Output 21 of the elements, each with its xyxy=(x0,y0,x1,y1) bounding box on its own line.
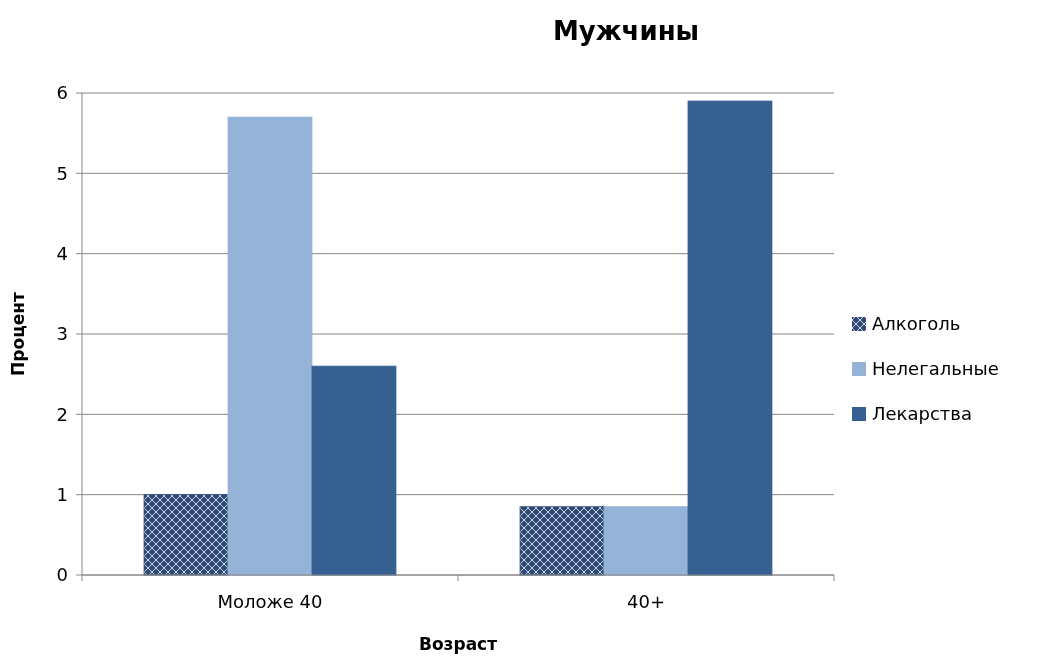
x-tick-label: Моложе 40 xyxy=(217,591,323,612)
y-tick-label: 2 xyxy=(56,403,68,425)
bar xyxy=(603,506,689,576)
legend-label: Лекарства xyxy=(872,403,972,425)
y-tick-label: 6 xyxy=(56,82,68,104)
x-tick-label: 40+ xyxy=(627,591,665,612)
y-axis-title: Процент xyxy=(8,291,28,376)
bar xyxy=(227,116,313,576)
legend-label: Алкоголь xyxy=(872,313,961,335)
bar xyxy=(687,100,773,576)
y-tick-label: 5 xyxy=(56,162,68,184)
bar xyxy=(519,506,605,576)
x-axis-title: Возраст xyxy=(418,634,498,654)
chart-title: Мужчины xyxy=(552,16,700,46)
y-tick-label: 4 xyxy=(56,242,68,264)
bar xyxy=(311,365,397,576)
y-tick-label: 3 xyxy=(56,323,68,345)
legend-label: Нелегальные xyxy=(872,358,999,380)
bar xyxy=(143,494,229,576)
y-tick-label: 1 xyxy=(56,483,68,505)
y-tick-label: 0 xyxy=(56,564,68,586)
